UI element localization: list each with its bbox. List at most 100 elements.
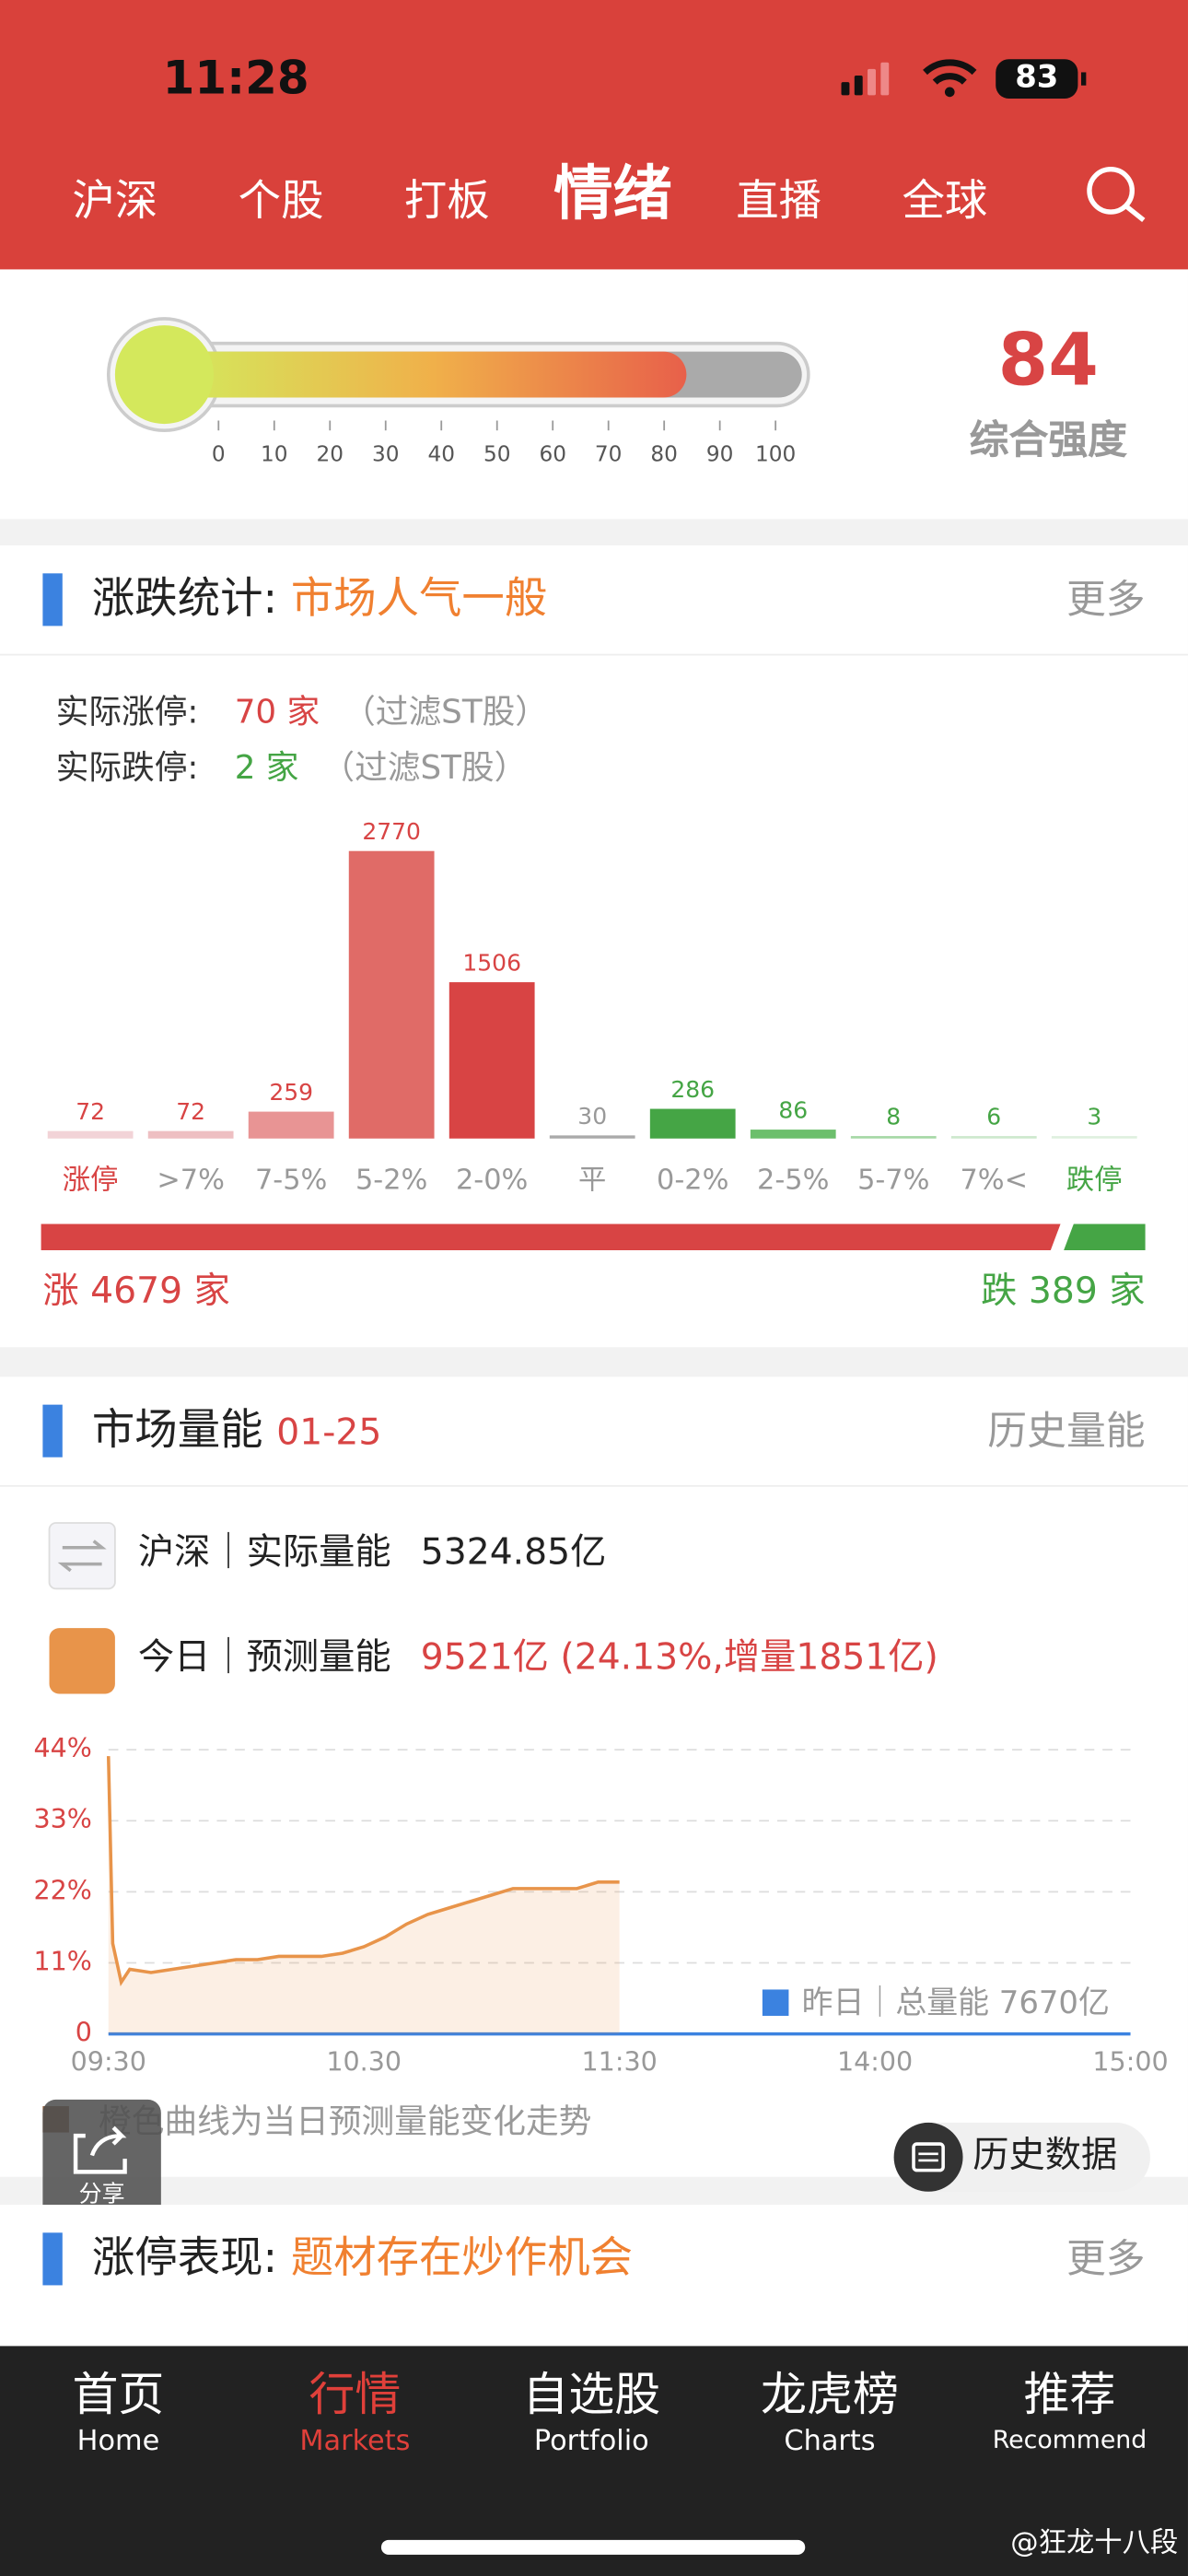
more-link[interactable]: 更多 [1066,576,1146,623]
bar [850,1136,937,1139]
nav-label[interactable]: 推荐 [1023,2367,1116,2422]
section-marker [42,1404,63,1458]
x-tick-label: 09:30 [71,2047,146,2078]
category-label: 7-5% [255,1165,327,1197]
down-ratio-bar [1064,1224,1146,1251]
gauge-tick-label: 20 [317,441,344,466]
nav-label[interactable]: 龙虎榜 [761,2367,899,2422]
section-marker [42,2232,63,2286]
tab[interactable]: 个股 [238,177,324,228]
bar [448,982,535,1139]
tab[interactable]: 全球 [902,177,988,228]
category-label: 平 [578,1165,606,1197]
label: 今日｜预测量能 [137,1637,391,1680]
count: 70 家 [234,691,320,732]
nav-label[interactable]: 首页 [72,2367,165,2422]
bar-value-label: 286 [670,1076,715,1103]
y-tick-label: 33% [34,1804,92,1834]
forecast-volume-row: 今日｜预测量能 9521亿 (24.13%,增量1851亿) [138,1641,938,1677]
gauge-fill [181,351,687,398]
bar-value-label: 1506 [462,949,521,976]
divider [0,1485,1188,1487]
gauge-tick-label: 50 [483,441,511,466]
category-label: 5-7% [857,1165,929,1197]
count: 2 家 [234,747,299,788]
section-marker [42,573,63,626]
gauge-tick-label: 40 [427,441,455,466]
volume-card [0,1376,1188,2177]
label: 涨 [42,1271,79,1313]
bar [750,1130,836,1139]
header [0,0,1188,270]
home-indicator [380,2539,806,2555]
nav-sublabel: Markets [299,2425,411,2458]
x-tick-label: 11:30 [582,2047,658,2078]
y-tick-label: 11% [34,1946,92,1976]
legend-label: 昨日｜总量能 7670亿 [802,1985,1110,2020]
tab[interactable]: 直播 [736,177,822,228]
bar [950,1136,1037,1139]
nav-sublabel: Charts [784,2425,876,2458]
strength-value: 84 [997,318,1099,403]
label: 跌 [981,1271,1018,1313]
history-button[interactable]: 历史数据 [893,2122,1150,2192]
nav-label[interactable]: 行情 [309,2367,402,2422]
row-icons [48,1522,116,1694]
bar [348,850,435,1139]
nav-sublabel: Recommend [992,2425,1147,2455]
title: 市场量能 [91,1406,263,1456]
date: 01-25 [276,1412,382,1455]
category-label: 5-2% [355,1165,427,1197]
bar-value-label: 2770 [362,818,421,845]
tab[interactable]: 打板 [403,177,490,228]
tab[interactable]: 沪深 [72,177,158,228]
section-title: 涨跌统计: 市场人气一般 [92,579,547,621]
category-label: 7%< [961,1165,1029,1197]
section-title: 市场量能 01-25 [92,1410,381,1452]
value: 5324.85亿 [420,1532,607,1575]
x-tick-label: 14:00 [837,2047,913,2078]
gauge-tick-label: 90 [706,441,734,466]
y-tick-label: 0 [76,2018,92,2048]
count: 389 [1028,1271,1098,1313]
bar-value-label: 30 [577,1103,607,1130]
search-icon[interactable] [0,0,1188,269]
value: 9521亿 (24.13%,增量1851亿) [420,1637,938,1680]
nav-label[interactable]: 自选股 [522,2367,661,2422]
category-label: >7% [157,1165,225,1197]
history-link[interactable]: 历史量能 [987,1408,1146,1455]
gauge-bulb [114,325,214,425]
status-icons [841,59,1087,99]
legend-swatch [762,1989,789,2016]
category-label: 0-2% [657,1165,728,1197]
section-title: 涨停表现: 题材存在炒作机会 [92,2238,633,2280]
category-label: 2-0% [456,1165,528,1197]
bar [47,1130,134,1139]
bar [147,1130,234,1139]
bar [549,1135,635,1139]
history-label: 历史数据 [973,2136,1118,2177]
unit: 家 [193,1271,230,1313]
more-link[interactable]: 更多 [1066,2235,1146,2282]
gauge-tick-label: 10 [261,441,288,466]
category-label: 跌停 [1066,1165,1123,1197]
label: 实际涨停: [55,691,199,732]
tab[interactable]: 情绪 [553,160,672,228]
chart-note: 橙色曲线为当日预测量能变化走势 [99,2101,592,2141]
bar-value-label: 86 [778,1096,808,1123]
label: 沪深｜实际量能 [137,1532,391,1575]
bar-value-label: 72 [176,1098,205,1125]
calendar-icon [893,2122,963,2192]
bar-value-label: 3 [1087,1103,1101,1130]
gauge-tick-label: 0 [212,441,226,466]
share-button[interactable]: 分享 [42,2099,161,2219]
area [108,1756,620,2034]
breadth-card [0,545,1188,1348]
unit: 家 [1109,1271,1146,1313]
up-ratio-bar [41,1224,1061,1251]
gauge-tick-label: 60 [539,441,566,466]
bar [248,1111,334,1139]
gauge-tick-label: 70 [595,441,623,466]
